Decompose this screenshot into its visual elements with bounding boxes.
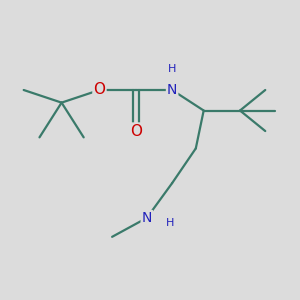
Text: H: H [165,218,174,228]
Text: N: N [167,83,177,97]
Text: O: O [130,124,142,139]
Text: N: N [142,211,152,225]
Text: O: O [94,82,106,98]
Text: H: H [168,64,176,74]
